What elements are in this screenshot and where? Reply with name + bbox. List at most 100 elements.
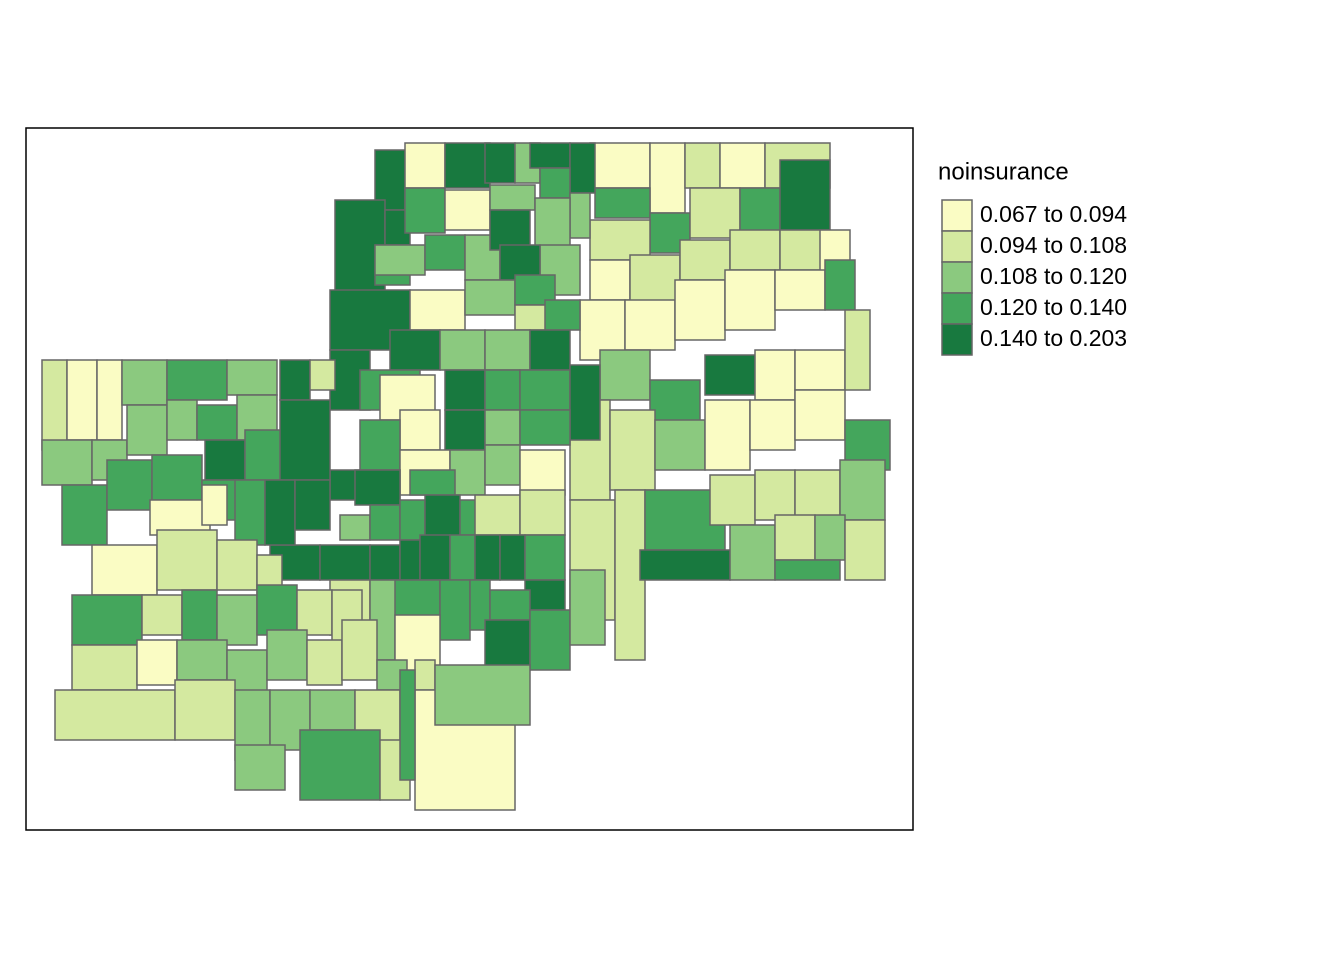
county: [519, 449, 566, 496]
county: [754, 469, 796, 521]
county: [296, 589, 333, 636]
county: [319, 544, 371, 581]
legend-title: noinsurance: [938, 158, 1069, 185]
county: [724, 269, 776, 331]
county: [244, 429, 286, 481]
county: [569, 142, 596, 194]
county: [196, 404, 238, 441]
county: [624, 299, 676, 351]
county: [754, 349, 796, 401]
county: [96, 359, 123, 441]
county: [824, 259, 856, 311]
county: [814, 514, 846, 561]
county: [719, 142, 766, 189]
county: [174, 679, 236, 741]
county: [341, 619, 378, 681]
county: [176, 639, 228, 681]
county: [54, 689, 176, 741]
county: [539, 167, 571, 199]
county: [294, 479, 331, 531]
county: [404, 142, 446, 189]
legend-swatch: [941, 292, 973, 325]
county: [489, 209, 531, 251]
county: [399, 499, 426, 541]
legend-swatch: [941, 261, 973, 294]
county: [449, 534, 476, 581]
county: [484, 142, 516, 184]
legend-swatch: [941, 230, 973, 263]
county: [639, 549, 731, 581]
county: [654, 419, 706, 471]
county: [444, 142, 491, 189]
county: [369, 504, 401, 541]
county: [794, 469, 841, 521]
county: [126, 404, 168, 456]
county: [679, 239, 731, 281]
county: [141, 594, 183, 636]
county: [569, 192, 591, 239]
county: [369, 544, 401, 581]
county: [71, 644, 138, 691]
county: [399, 539, 421, 581]
legend-swatch: [941, 323, 973, 356]
county: [474, 494, 521, 536]
county: [121, 359, 168, 406]
county: [534, 197, 571, 249]
county: [439, 579, 471, 641]
county: [264, 479, 296, 546]
county: [524, 534, 566, 581]
county: [499, 244, 541, 281]
county: [181, 589, 218, 641]
county: [709, 474, 756, 526]
county: [649, 142, 686, 214]
county: [839, 459, 886, 521]
county: [524, 579, 566, 611]
legend-swatch: [941, 199, 973, 232]
county: [216, 594, 258, 646]
county: [279, 399, 331, 481]
county: [404, 187, 446, 234]
county: [439, 329, 486, 371]
county: [414, 659, 436, 691]
county: [354, 469, 401, 506]
county: [599, 349, 651, 401]
county: [794, 389, 846, 441]
county: [151, 454, 203, 501]
county: [704, 399, 751, 471]
county: [409, 289, 466, 331]
county: [609, 409, 656, 491]
county: [41, 359, 68, 451]
county: [674, 279, 726, 341]
county: [529, 329, 571, 371]
county: [844, 309, 871, 391]
county: [519, 489, 566, 536]
county: [216, 539, 258, 591]
county: [794, 349, 846, 391]
county: [91, 544, 158, 596]
county: [489, 184, 536, 211]
county: [424, 234, 466, 271]
county: [484, 329, 531, 371]
county: [569, 364, 601, 441]
legend-label: 0.120 to 0.140: [980, 294, 1127, 320]
county: [279, 359, 311, 401]
county: [489, 589, 531, 621]
county: [419, 534, 451, 581]
county: [41, 439, 93, 486]
county: [589, 219, 651, 261]
legend-label: 0.140 to 0.203: [980, 325, 1127, 351]
county: [234, 479, 266, 546]
county: [774, 269, 826, 311]
county: [201, 484, 228, 526]
county: [389, 329, 441, 371]
county: [444, 369, 486, 411]
county: [306, 639, 343, 686]
county: [299, 729, 381, 801]
county: [484, 444, 521, 486]
county: [234, 744, 286, 791]
county: [434, 664, 531, 726]
county: [589, 259, 631, 301]
county: [464, 279, 516, 316]
county: [629, 254, 681, 306]
